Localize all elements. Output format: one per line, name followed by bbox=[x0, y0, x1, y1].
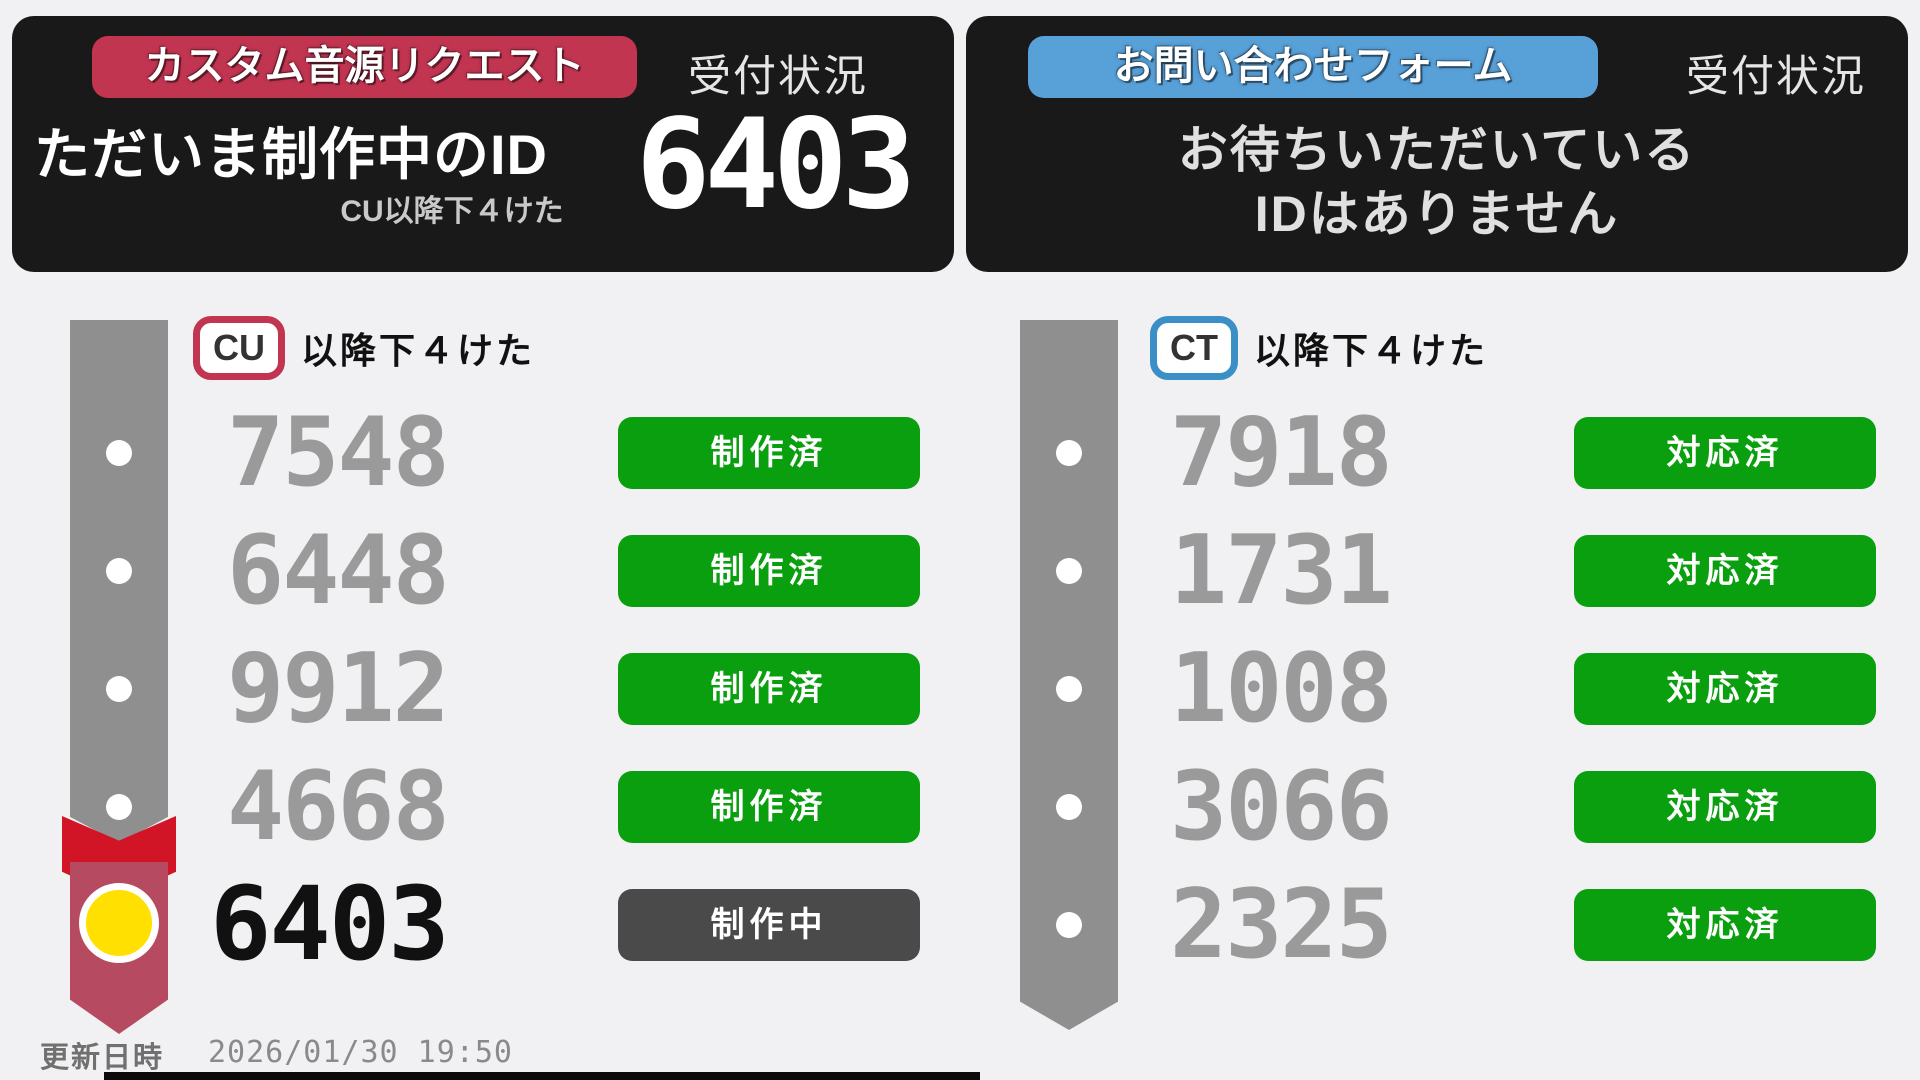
custom-request-panel: カスタム音源リクエスト 受付状況 ただいま制作中のID CU以降下４けた 640… bbox=[12, 16, 954, 272]
current-production-id: 6403 bbox=[635, 93, 917, 237]
ct-timeline-dot bbox=[1056, 676, 1082, 702]
cu-status-button-active[interactable]: 制作中 bbox=[618, 889, 920, 961]
cu-prefix-badge: CU bbox=[193, 316, 285, 380]
cu-timeline-dot bbox=[106, 558, 132, 584]
ct-item-id: 2325 bbox=[1170, 870, 1393, 980]
ct-status-button[interactable]: 対応済 bbox=[1574, 771, 1876, 843]
custom-request-status-label: 受付状況 bbox=[688, 53, 868, 101]
cu-prefix-note: 以降下４けた bbox=[301, 330, 536, 371]
cu-item-id-active: 6403 bbox=[210, 865, 450, 984]
ct-prefix-header: CT 以降下４けた bbox=[1150, 316, 1488, 380]
ct-timeline-dot bbox=[1056, 558, 1082, 584]
cu-timeline-dot bbox=[106, 440, 132, 466]
cu-item-id: 4668 bbox=[227, 752, 450, 862]
in-production-title: ただいま制作中のID bbox=[34, 123, 548, 186]
ct-prefix-badge: CT bbox=[1150, 316, 1238, 380]
ct-item-id: 1008 bbox=[1170, 634, 1393, 744]
contact-form-panel: お問い合わせフォーム 受付状況 お待ちいただいている IDはありません bbox=[966, 16, 1908, 272]
ct-item-id: 1731 bbox=[1170, 516, 1393, 626]
ct-item-id: 3066 bbox=[1170, 752, 1393, 862]
ct-status-button[interactable]: 対応済 bbox=[1574, 889, 1876, 961]
ct-prefix-note: 以降下４けた bbox=[1254, 330, 1489, 371]
ct-status-button[interactable]: 対応済 bbox=[1574, 653, 1876, 725]
no-waiting-message-line1: お待ちいただいている bbox=[1177, 122, 1697, 178]
cu-status-button[interactable]: 制作済 bbox=[618, 653, 920, 725]
ct-timeline-dot bbox=[1056, 440, 1082, 466]
ct-item-id: 7918 bbox=[1170, 398, 1393, 508]
active-marker-medal-icon bbox=[79, 883, 159, 963]
in-production-subtitle: CU以降下４けた bbox=[340, 195, 564, 228]
ct-status-button[interactable]: 対応済 bbox=[1574, 417, 1876, 489]
ct-timeline-rail bbox=[1020, 320, 1118, 1030]
updated-timestamp: 2026/01/30 19:50 bbox=[208, 1035, 513, 1070]
ct-timeline-dot bbox=[1056, 912, 1082, 938]
cu-status-button[interactable]: 制作済 bbox=[618, 417, 920, 489]
bottom-strip bbox=[104, 1072, 980, 1080]
updated-label: 更新日時 bbox=[40, 1042, 165, 1074]
cu-timeline-dot bbox=[106, 676, 132, 702]
cu-item-id: 9912 bbox=[227, 634, 450, 744]
cu-status-button[interactable]: 制作済 bbox=[618, 535, 920, 607]
custom-request-badge: カスタム音源リクエスト bbox=[92, 36, 637, 98]
cu-timeline-dot bbox=[106, 794, 132, 820]
ct-timeline-dot bbox=[1056, 794, 1082, 820]
contact-form-status-label: 受付状況 bbox=[1686, 53, 1866, 101]
cu-status-button[interactable]: 制作済 bbox=[618, 771, 920, 843]
contact-form-badge: お問い合わせフォーム bbox=[1028, 36, 1598, 98]
ct-status-button[interactable]: 対応済 bbox=[1574, 535, 1876, 607]
cu-item-id: 7548 bbox=[227, 398, 450, 508]
no-waiting-message-line2: IDはありません bbox=[1254, 186, 1620, 242]
cu-prefix-header: CU 以降下４けた bbox=[193, 316, 535, 380]
cu-item-id: 6448 bbox=[227, 516, 450, 626]
